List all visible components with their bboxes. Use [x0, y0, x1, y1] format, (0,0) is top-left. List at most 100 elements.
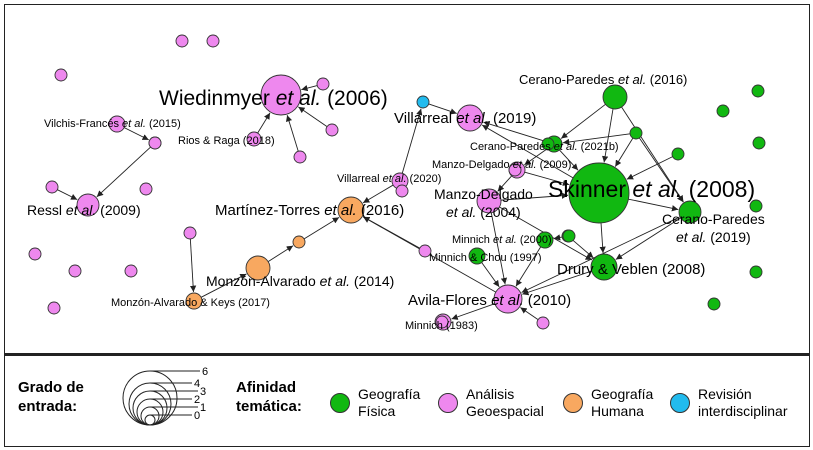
node-p8[interactable]	[148, 136, 162, 150]
label-part-post: (2019)	[489, 110, 537, 127]
node-p9[interactable]	[418, 244, 432, 258]
node-label-rios: Rios & Raga (2018)	[178, 135, 275, 147]
edge-manzo2004-to-avila-flores	[490, 212, 508, 285]
label-part-it: et al.	[676, 229, 706, 245]
degree-value-6: 6	[202, 366, 209, 378]
node-g3[interactable]	[671, 147, 685, 161]
node-p15[interactable]	[68, 264, 82, 278]
legend-panel	[4, 354, 810, 447]
label-part-pre: Vilchis-Francés	[44, 118, 119, 130]
node-p12[interactable]	[54, 68, 68, 82]
node-p13[interactable]	[139, 182, 153, 196]
node-p5[interactable]	[325, 123, 339, 137]
label-part-pre: Manzo-Delgado	[434, 186, 533, 202]
node-p1[interactable]	[175, 34, 189, 48]
edge-g1-to-minnich2000	[553, 234, 563, 241]
node-g6[interactable]	[752, 136, 766, 150]
node-ressl[interactable]	[76, 193, 100, 217]
label-part-post: (2009)	[537, 159, 572, 171]
node-g11[interactable]	[562, 229, 576, 243]
edge-cerano2016-to-skinner	[602, 108, 614, 163]
node-label-ressl: Ressl et al. (2009)	[27, 202, 141, 218]
node-minnich2000[interactable]	[536, 231, 554, 249]
node-p14[interactable]	[28, 247, 42, 261]
edge-drury-veblen-to-avila-flores	[522, 270, 592, 296]
node-cerano2019[interactable]	[678, 200, 702, 224]
label-part-it: et al.	[320, 202, 357, 219]
label-part-it: et al.	[510, 159, 537, 171]
node-g10[interactable]	[541, 137, 555, 151]
degree-value-0: 0	[194, 410, 201, 422]
node-p19[interactable]	[508, 163, 522, 177]
node-p2[interactable]	[206, 34, 220, 48]
network-panel	[4, 4, 810, 354]
label-part-it: et al.	[119, 118, 146, 130]
label-part-post: (2019)	[706, 229, 750, 245]
node-manzo2004[interactable]	[476, 188, 502, 214]
edge-cerano2021b-to-skinner	[559, 149, 579, 171]
node-g2[interactable]	[629, 126, 643, 140]
node-label-villarreal2020: Villarreal et al. (2020)	[337, 173, 441, 185]
node-rios-raga[interactable]	[246, 131, 262, 147]
node-cerano2016[interactable]	[602, 84, 628, 110]
node-label-cerano2019-b: et al. (2019)	[676, 229, 751, 245]
label-part-it: et al.	[551, 141, 578, 153]
degree-value-3: 3	[200, 386, 207, 398]
label-part-post: (2009)	[96, 202, 140, 218]
node-monzon-alvarado[interactable]	[245, 255, 271, 281]
label-part-pre: Avila-Flores	[408, 292, 487, 309]
label-part-pre: Monzón-Alvarado & Keys (2017)	[111, 297, 270, 309]
label-part-pre: Wiedinmyer	[159, 87, 270, 110]
node-p10[interactable]	[183, 226, 197, 240]
edge-cerano2019-to-drury-veblen	[615, 217, 681, 260]
edge-g3-to-skinner	[626, 156, 673, 180]
geo-fisica-swatch	[330, 393, 350, 413]
affinity-legend-title: Afinidad temática:	[236, 379, 302, 415]
node-martinez-torres[interactable]	[337, 196, 365, 224]
node-wiedinmyer[interactable]	[260, 74, 302, 116]
edge-rios-raga-to-wiedinmyer	[257, 112, 271, 134]
node-g8[interactable]	[749, 265, 763, 279]
node-label-martinez: Martínez-Torres et al. (2016)	[215, 202, 404, 219]
node-p16[interactable]	[124, 264, 138, 278]
label-part-it: et al.	[452, 110, 489, 127]
node-p4[interactable]	[316, 77, 330, 91]
node-revision1[interactable]	[416, 95, 430, 109]
edge-p8-to-ressl	[96, 146, 151, 198]
node-p18[interactable]	[395, 184, 409, 198]
node-g5[interactable]	[716, 104, 730, 118]
node-skinner[interactable]	[568, 162, 630, 224]
edge-vilchis-frances-to-p3	[123, 127, 149, 141]
node-p20[interactable]	[435, 315, 449, 329]
node-monzon-keys[interactable]	[185, 292, 203, 310]
degree-scale-icon	[122, 370, 200, 426]
geo-humana-swatch	[563, 393, 583, 413]
node-p17[interactable]	[47, 301, 61, 315]
node-g7[interactable]	[749, 199, 763, 213]
node-drury-veblen[interactable]	[590, 253, 618, 281]
label-part-pre: Minnich (1983)	[405, 320, 478, 332]
edge-p6-to-wiedinmyer	[285, 114, 299, 152]
node-vilchis-frances[interactable]	[108, 115, 126, 133]
node-o1[interactable]	[292, 235, 306, 249]
edge-revision1-to-villarreal2019	[428, 103, 457, 115]
node-villarreal2019[interactable]	[456, 104, 484, 132]
node-g9[interactable]	[707, 297, 721, 311]
edge-minnich-chou-to-avila-flores	[481, 262, 500, 288]
label-part-post: (2008)	[682, 176, 755, 202]
label-part-post: (2016)	[646, 72, 687, 87]
node-avila-flores[interactable]	[493, 284, 523, 314]
node-g4[interactable]	[751, 84, 765, 98]
node-p7[interactable]	[45, 180, 59, 194]
node-p11[interactable]	[536, 316, 550, 330]
node-p6[interactable]	[293, 150, 307, 164]
edge-g1-to-drury-veblen	[572, 239, 594, 259]
edge-minnich2000-to-avila-flores	[515, 246, 542, 287]
nodes-layer	[28, 34, 766, 331]
label-part-it: et al.	[62, 202, 96, 218]
label-part-pre: Rios & Raga (2018)	[178, 135, 275, 147]
node-minnich-chou[interactable]	[468, 247, 486, 265]
node-label-manzo2009: Manzo-Delgado et al. (2009)	[432, 159, 571, 171]
label-part-it: et al.	[446, 204, 476, 220]
edge-manzo2004-to-skinner	[500, 192, 569, 201]
